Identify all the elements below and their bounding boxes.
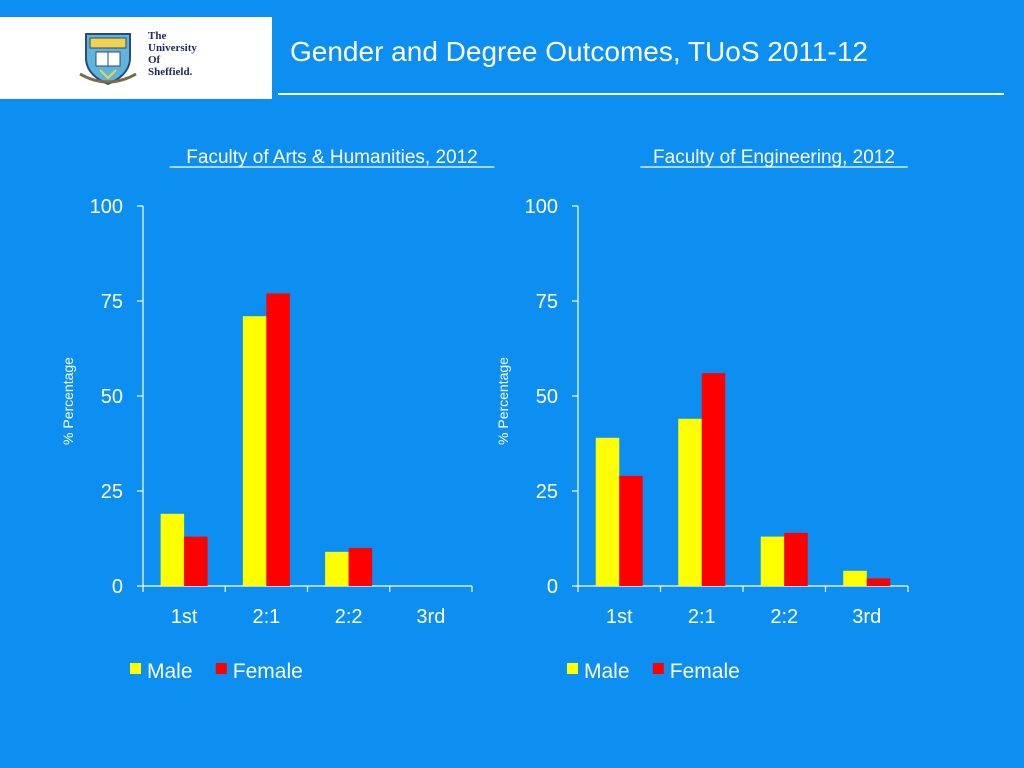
bar-female: [784, 532, 808, 586]
bar-female: [701, 373, 726, 586]
bar-male: [242, 316, 267, 586]
legend-label: Female: [233, 660, 303, 683]
x-tick-label: 2:2: [335, 606, 363, 628]
legend-label: Female: [670, 660, 740, 683]
chart-title: Faculty of Engineering, 2012: [653, 147, 895, 168]
legend-swatch-female: [652, 663, 664, 674]
bar-male: [843, 570, 867, 586]
logo-text: The University Of Sheffield.: [148, 30, 197, 78]
bar-female: [266, 293, 290, 586]
title-divider: [278, 93, 1004, 95]
chart-engineering: Faculty of Engineering, 2012 0 25 50 75 100 % …: [495, 147, 909, 683]
bar-male: [325, 551, 349, 586]
y-axis-label: % Percentage: [60, 357, 76, 445]
legend-swatch-male: [130, 663, 141, 674]
legend-swatch-female: [215, 663, 227, 674]
legend-label: Male: [584, 660, 630, 683]
y-tick-label: 25: [101, 481, 123, 503]
y-tick-label: 75: [101, 291, 123, 313]
bar-male: [760, 536, 785, 586]
x-tick-label: 2:2: [770, 606, 798, 628]
y-axis-label: % Percentage: [495, 357, 511, 445]
y-tick-label: 0: [112, 576, 123, 598]
x-tick-label: 2:1: [252, 606, 280, 628]
x-tick-label: 3rd: [416, 606, 445, 628]
logo-line: Sheffield.: [148, 66, 193, 78]
y-tick-label: 50: [101, 386, 123, 408]
x-tick-label: 1st: [171, 606, 198, 628]
x-tick-label: 1st: [606, 606, 633, 628]
bar-male: [595, 437, 620, 586]
bar-female: [348, 548, 373, 586]
logo-line: Of: [148, 54, 161, 66]
logo-panel: The University Of Sheffield.: [0, 17, 272, 99]
legend-label: Male: [147, 660, 193, 683]
slide-title: Gender and Degree Outcomes, TUoS 2011-12: [290, 36, 868, 67]
legend-swatch-male: [567, 663, 578, 674]
bar-female: [619, 475, 643, 586]
bar-female: [866, 578, 891, 586]
bar-female: [184, 536, 208, 586]
x-tick-label: 3rd: [852, 606, 881, 628]
y-tick-label: 75: [536, 291, 558, 313]
y-tick-label: 100: [525, 196, 558, 218]
bar-male: [678, 418, 702, 586]
y-tick-label: 0: [547, 576, 558, 598]
logo-line: The: [148, 30, 167, 42]
x-tick-label: 2:1: [688, 606, 716, 628]
y-tick-label: 100: [90, 196, 123, 218]
chart-title: Faculty of Arts & Humanities, 2012: [186, 147, 477, 168]
y-tick-label: 25: [536, 481, 558, 503]
y-tick-label: 50: [536, 386, 558, 408]
bar-male: [160, 513, 185, 586]
logo-line: University: [148, 42, 197, 54]
university-crest-icon: [79, 33, 137, 86]
chart-arts-humanities: Faculty of Arts & Humanities, 2012 0 25 50 7…: [60, 147, 495, 683]
